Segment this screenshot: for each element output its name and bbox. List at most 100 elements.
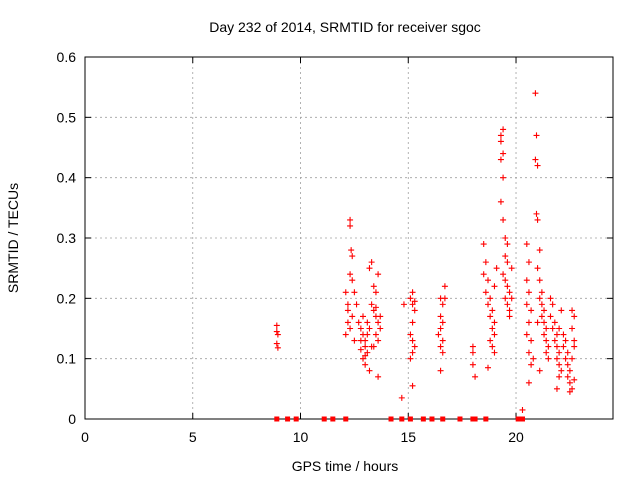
data-point xyxy=(487,337,494,344)
data-point xyxy=(439,337,446,344)
data-point xyxy=(569,307,576,314)
data-point xyxy=(528,361,535,368)
baseline-marker xyxy=(285,416,291,422)
data-point xyxy=(344,307,351,314)
data-point xyxy=(469,361,476,368)
data-point xyxy=(487,313,494,320)
data-point xyxy=(538,313,545,320)
data-point xyxy=(360,313,367,320)
data-point xyxy=(534,216,541,223)
data-point xyxy=(372,304,379,311)
data-point xyxy=(372,331,379,338)
data-point xyxy=(528,307,535,314)
data-point xyxy=(553,355,560,362)
data-point xyxy=(485,301,492,308)
data-point xyxy=(556,373,563,380)
data-point xyxy=(489,307,496,314)
data-point xyxy=(502,235,509,241)
data-point xyxy=(472,373,479,380)
data-point xyxy=(377,325,384,332)
data-point xyxy=(525,289,532,296)
y-axis-label: SRMTID / TECUs xyxy=(5,183,21,293)
baseline-marker xyxy=(407,416,413,422)
data-point xyxy=(523,301,530,308)
data-point xyxy=(493,265,500,272)
baseline-marker xyxy=(321,416,327,422)
data-point xyxy=(523,277,530,284)
data-point xyxy=(439,349,446,356)
data-point xyxy=(375,373,382,380)
data-point xyxy=(409,349,416,356)
data-point xyxy=(344,319,351,326)
data-point xyxy=(502,277,509,284)
data-point xyxy=(409,382,416,389)
data-point xyxy=(435,331,442,338)
data-point xyxy=(543,337,550,344)
data-point xyxy=(560,343,567,350)
data-point xyxy=(347,271,354,278)
data-point xyxy=(273,340,280,347)
data-point xyxy=(351,289,358,296)
data-point xyxy=(536,277,543,284)
data-point xyxy=(347,222,354,229)
data-point xyxy=(349,313,356,320)
data-point xyxy=(506,313,513,320)
data-point xyxy=(342,289,349,296)
data-point xyxy=(487,295,494,302)
data-point xyxy=(274,331,281,338)
data-point xyxy=(370,343,377,350)
data-point xyxy=(556,361,563,368)
x-tick-label: 0 xyxy=(81,429,89,445)
data-point xyxy=(556,325,563,332)
data-point xyxy=(469,343,476,350)
data-point xyxy=(523,241,530,248)
baseline-marker xyxy=(399,416,405,422)
data-point xyxy=(441,295,448,302)
data-point xyxy=(543,325,550,332)
data-point xyxy=(364,319,371,326)
baseline-marker xyxy=(343,416,349,422)
data-point xyxy=(437,367,444,374)
data-point xyxy=(411,298,418,305)
data-point xyxy=(357,346,364,353)
data-point xyxy=(409,301,416,308)
data-point xyxy=(353,301,360,308)
data-point xyxy=(349,277,356,284)
data-point xyxy=(409,337,416,344)
data-point xyxy=(437,325,444,332)
data-point xyxy=(349,253,356,260)
data-point xyxy=(482,289,489,296)
data-point xyxy=(357,325,364,332)
data-point xyxy=(504,241,511,248)
data-point xyxy=(560,331,567,338)
data-point xyxy=(562,337,569,344)
data-point xyxy=(533,132,540,139)
data-point xyxy=(530,355,537,362)
data-point xyxy=(480,241,487,248)
data-point xyxy=(525,259,532,266)
data-point xyxy=(347,325,354,332)
y-tick-label: 0.4 xyxy=(57,170,77,186)
data-point xyxy=(566,367,573,374)
data-point xyxy=(538,289,545,296)
data-point xyxy=(502,295,509,302)
x-tick-label: 20 xyxy=(508,429,524,445)
data-point xyxy=(377,313,384,320)
data-point xyxy=(536,247,543,254)
chart-title: Day 232 of 2014, SRMTID for receiver sgo… xyxy=(209,19,481,35)
data-point xyxy=(534,319,541,326)
data-point xyxy=(411,307,418,314)
data-point xyxy=(500,150,507,157)
data-point xyxy=(489,343,496,350)
data-point xyxy=(351,337,358,344)
data-point xyxy=(439,301,446,308)
data-point xyxy=(566,379,573,386)
data-point xyxy=(480,271,487,278)
data-point xyxy=(407,355,414,362)
baseline-marker xyxy=(293,416,299,422)
data-point xyxy=(562,355,569,362)
data-point xyxy=(508,295,515,302)
data-point xyxy=(368,259,375,266)
data-point xyxy=(551,319,558,326)
